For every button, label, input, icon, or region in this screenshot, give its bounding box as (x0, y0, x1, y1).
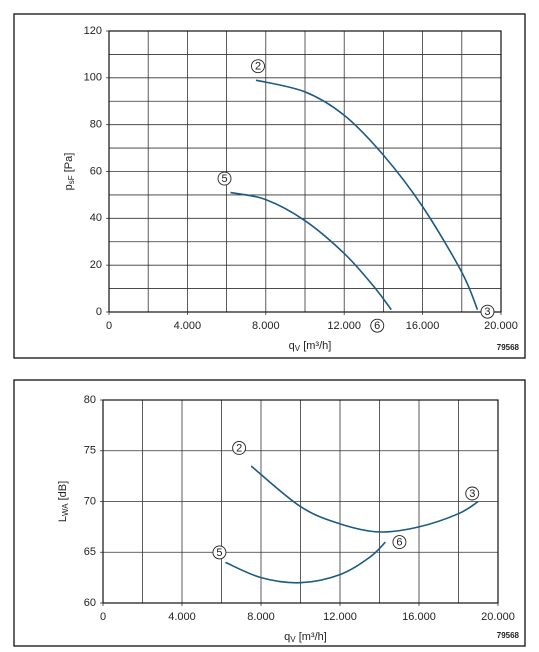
y-label-rest: [Pa] (63, 153, 75, 176)
x-tick-label: 12.000 (327, 320, 361, 332)
curve (250, 465, 479, 533)
x-label-rest: [m³/h] (300, 340, 331, 352)
x-tick-label: 16.000 (406, 320, 440, 332)
y-tick-label: 80 (90, 119, 102, 131)
curve-marker-label: 3 (484, 306, 490, 318)
x-tick-label: 8.000 (252, 320, 280, 332)
x-label-sub: V (290, 635, 296, 644)
y-label-sub: WA (61, 503, 70, 516)
x-tick-label: 16.000 (402, 611, 436, 623)
y-tick-label: 120 (84, 25, 102, 37)
x-label-main: q (289, 340, 295, 352)
chart-panel: 0 4.000 8.000 12.000 16.000 20.000 0 20 40 60 80 10… (13, 13, 526, 359)
curve-marker-circle (465, 486, 480, 501)
y-label-main: L (57, 516, 69, 522)
y-axis-label: LWA [dB] (57, 481, 70, 522)
curve-marker-circle (251, 59, 265, 74)
x-label-rest: [m³/h] (296, 631, 327, 643)
x-tick-label: 0 (100, 611, 106, 623)
y-tick-label: 80 (84, 394, 96, 406)
x-tick-label: 12.000 (323, 611, 357, 623)
curve-marker-circle (392, 535, 407, 550)
y-tick-label: 70 (84, 495, 96, 507)
x-tick-label: 4.000 (168, 611, 196, 623)
curve-marker-label: 6 (374, 320, 380, 332)
x-tick-label: 20.000 (484, 320, 518, 332)
panel-border (13, 13, 526, 359)
curve-marker-circle (480, 304, 495, 319)
figure-code: 79568 (497, 343, 520, 352)
curve-marker-label: 6 (396, 537, 402, 549)
x-tick-label: 20.000 (481, 611, 515, 623)
x-axis-label: qV [m³/h] (289, 340, 332, 353)
curve (255, 79, 479, 310)
x-tick-label: 0 (106, 320, 112, 332)
y-label-main: p (63, 184, 75, 190)
figure-code: 79568 (497, 631, 520, 640)
chart-panel: 0 4.000 8.000 12.000 16.000 20.0006065707580q… (13, 379, 526, 647)
curve-marker-circle (217, 171, 232, 186)
y-tick-label: 60 (90, 165, 102, 177)
y-tick-label: 0 (96, 306, 102, 318)
curve-marker-label: 3 (469, 488, 475, 500)
curve (230, 191, 392, 311)
curve-marker-circle (212, 545, 227, 560)
y-tick-label: 75 (84, 445, 96, 457)
x-label-sub: V (295, 344, 301, 353)
y-axis-label: psF [Pa] (63, 153, 76, 191)
panel-border (13, 379, 526, 647)
x-axis-label: qV [m³/h] (284, 631, 327, 644)
curve-marker-label: 2 (236, 442, 242, 454)
curve-marker-circle (370, 318, 385, 333)
y-tick-label: 20 (90, 259, 102, 271)
curve-marker-circle (232, 441, 247, 455)
curve-marker-label: 2 (255, 61, 261, 73)
x-tick-label: 4.000 (174, 320, 202, 332)
curve-marker-label: 5 (221, 173, 227, 185)
x-tick-label: 8.000 (247, 611, 275, 623)
curve (225, 541, 386, 584)
y-label-rest: [dB] (57, 481, 69, 504)
y-tick-label: 40 (90, 212, 102, 224)
y-tick-label: 60 (84, 597, 96, 609)
y-tick-label: 100 (84, 72, 102, 84)
x-label-main: q (284, 631, 290, 643)
y-tick-label: 65 (84, 546, 96, 558)
y-label-sub: sF (67, 175, 76, 184)
curve-marker-label: 5 (216, 547, 222, 559)
